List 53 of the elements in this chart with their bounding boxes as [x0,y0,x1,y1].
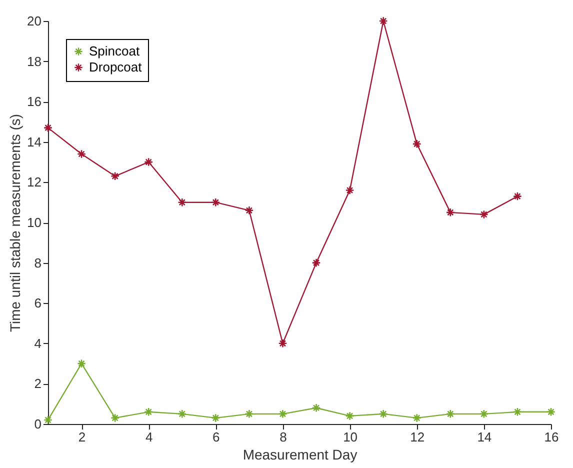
x-axis-title: Measurement Day [242,446,358,462]
y-tick-label: 18 [27,54,42,69]
point [512,407,522,416]
x-tick-label: 4 [145,430,153,444]
x-tick-label: 12 [410,430,425,444]
point [312,403,321,412]
point [244,206,254,215]
x-tick-label: 2 [78,430,86,444]
y-tick-label: 16 [27,94,42,110]
point [479,409,488,418]
point [110,172,120,181]
point [178,409,187,418]
point [211,198,220,207]
point [77,359,86,368]
point [479,210,488,219]
x-tick-label: 14 [477,430,492,444]
point [546,407,556,416]
y-tick-label: 2 [34,376,42,392]
y-tick-label: 14 [27,134,42,150]
y-axis-title: Time until stable measurements (s) [7,114,24,332]
point [345,186,354,195]
x-tick-label: 8 [280,430,287,444]
y-tick-label: 10 [27,215,42,230]
point [446,409,455,418]
point [43,123,53,132]
point [446,208,455,217]
y-tick-label: 6 [34,296,42,311]
y-tick-label: 0 [34,416,42,432]
y-tick-label: 4 [34,336,42,351]
point [378,16,388,26]
point [412,139,422,148]
point [345,411,354,420]
point [412,413,422,422]
point [278,409,288,418]
point [77,149,86,159]
x-tick-label: 10 [343,430,358,444]
y-tick-label: 20 [27,14,42,28]
legend-label: Dropcoat [89,60,142,74]
point [278,338,288,348]
point [211,413,220,422]
point [244,409,254,418]
point [512,192,522,201]
y-tick-label: 8 [34,255,42,270]
legend-label: Spincoat [89,44,140,58]
point [144,158,154,167]
point [144,407,154,416]
point [312,258,321,268]
y-tick-label: 12 [27,174,42,190]
point [178,198,187,207]
point [110,413,120,422]
point [378,409,388,418]
x-tick-label: 6 [212,430,220,444]
x-tick-label: 16 [544,430,559,444]
